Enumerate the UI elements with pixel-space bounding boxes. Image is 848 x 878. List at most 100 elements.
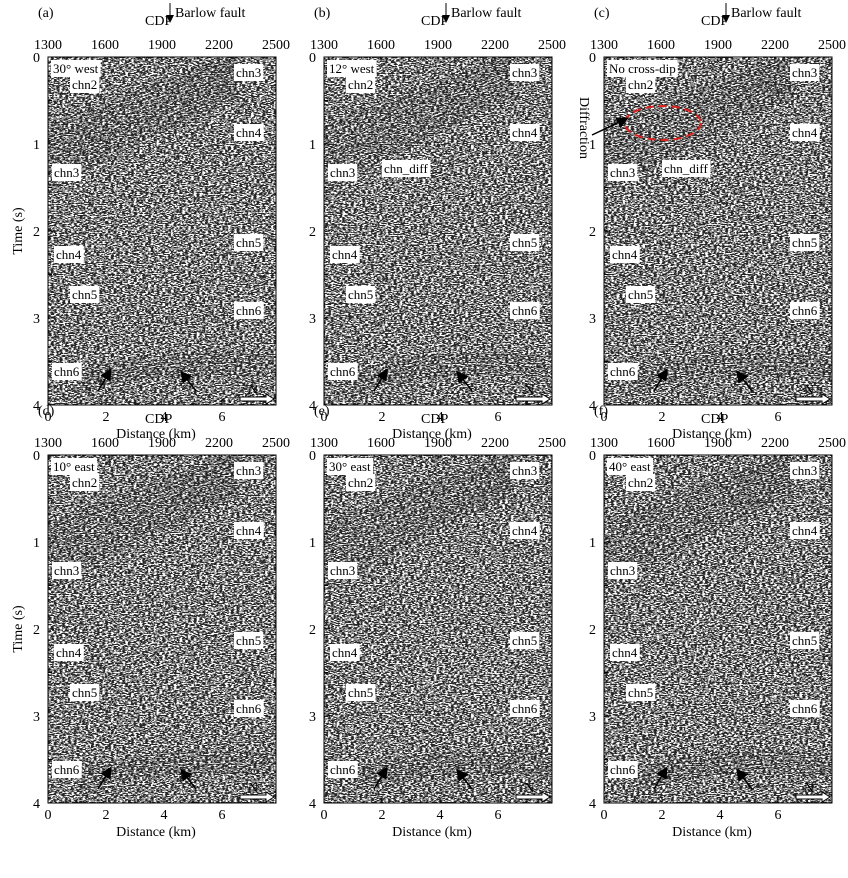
label-box — [52, 164, 82, 181]
horizon-label: chn_diff — [664, 161, 708, 176]
pointer-arrow — [97, 368, 112, 392]
label-box — [662, 160, 711, 177]
pointer-arrow — [180, 768, 197, 790]
time-tick-label: 4 — [589, 797, 596, 812]
time-tick-label: 3 — [33, 710, 40, 725]
reflector — [323, 469, 515, 551]
reflector — [603, 472, 795, 556]
time-tick-label: 0 — [33, 51, 40, 66]
diffraction-arrow — [591, 117, 629, 136]
horizon-label: chn6 — [236, 303, 262, 318]
reflector — [353, 353, 553, 373]
label-box — [54, 246, 84, 263]
panel-letter: (b) — [314, 6, 331, 21]
horizon-label: chn6 — [610, 762, 636, 777]
label-box — [608, 562, 638, 579]
cdp-tick-label: 2200 — [205, 436, 233, 451]
horizon-label: chn5 — [72, 287, 97, 302]
horizon-label: chn3 — [610, 165, 635, 180]
north-arrow — [239, 791, 275, 803]
reflector — [323, 466, 515, 546]
cdp-tick-label: 2200 — [761, 38, 789, 53]
cdp-tick-label: 2200 — [481, 38, 509, 53]
distance-tick-label: 2 — [103, 410, 110, 425]
cdp-tick-label: 2200 — [205, 38, 233, 53]
reflector — [603, 68, 795, 148]
horizon-label: chn6 — [54, 762, 80, 777]
horizon-label: chn3 — [610, 563, 635, 578]
label-box — [510, 632, 540, 649]
north-arrow — [795, 791, 831, 803]
horizon-label: chn6 — [330, 364, 356, 379]
cdp-tick-label: 1300 — [310, 38, 338, 53]
horizon-label: chn2 — [72, 475, 97, 490]
north-label: N — [524, 383, 534, 398]
horizon-label: chn5 — [628, 685, 653, 700]
reflector — [323, 454, 515, 526]
cdp-tick-label: 1600 — [91, 38, 119, 53]
time-tick-label: 2 — [309, 623, 316, 638]
horizon-label: chn3 — [54, 563, 79, 578]
time-tick-label: 2 — [309, 225, 316, 240]
distance-tick-label: 6 — [219, 808, 226, 823]
distance-label: Distance (km) — [672, 427, 752, 442]
dip-label: 40° east — [609, 459, 651, 474]
reflector — [603, 469, 795, 551]
time-tick-label: 2 — [589, 225, 596, 240]
pointer-arrow — [456, 768, 473, 790]
horizon-label: chn2 — [348, 77, 373, 92]
reflector — [47, 472, 239, 556]
reflector — [47, 83, 239, 173]
distance-tick-label: 0 — [601, 808, 608, 823]
label-box — [234, 522, 264, 539]
horizon-label: chn4 — [512, 523, 538, 538]
horizon-label: chn4 — [236, 523, 262, 538]
distance-tick-label: 4 — [717, 410, 724, 425]
horizon-label: chn5 — [512, 633, 537, 648]
horizon-label: chn3 — [236, 463, 261, 478]
distance-tick-label: 0 — [45, 808, 52, 823]
label-box — [510, 462, 540, 479]
horizon-label: chn5 — [348, 685, 373, 700]
label-box — [346, 286, 376, 303]
label-box — [608, 761, 638, 778]
label-box — [346, 76, 376, 93]
horizon-label: chn5 — [792, 235, 817, 250]
reflector — [353, 755, 553, 775]
distance-tick-label: 2 — [379, 808, 386, 823]
reflector — [633, 373, 833, 393]
reflector — [353, 357, 553, 377]
reflector — [47, 454, 239, 526]
horizon-label: chn4 — [792, 523, 818, 538]
reflector — [77, 369, 277, 389]
horizon-label: chn4 — [332, 247, 358, 262]
reflector — [353, 767, 553, 787]
reflector — [353, 365, 553, 385]
reflector — [353, 373, 553, 393]
label-box — [234, 234, 264, 251]
pointer-arrow — [97, 766, 112, 790]
reflector — [603, 65, 795, 143]
cdp-tick-label: 1900 — [424, 38, 452, 53]
horizon-label: chn4 — [792, 125, 818, 140]
time-tick-label: 0 — [589, 51, 596, 66]
dip-label: 30° east — [329, 459, 371, 474]
reflector — [633, 353, 833, 373]
reflector — [353, 369, 553, 389]
cdp-tick-label: 1600 — [647, 436, 675, 451]
label-box — [70, 684, 100, 701]
horizon-label: chn4 — [612, 645, 638, 660]
label-box — [328, 761, 358, 778]
time-tick-label: 4 — [589, 399, 596, 414]
cdp-tick-label: 2200 — [761, 436, 789, 451]
panel-letter: (d) — [38, 404, 55, 419]
label-box — [790, 64, 820, 81]
label-box — [790, 522, 820, 539]
north-label: N — [524, 781, 534, 796]
reflector — [47, 71, 239, 153]
reflector — [77, 373, 277, 393]
reflector — [603, 80, 795, 168]
reflector — [323, 59, 515, 133]
time-tick-label: 2 — [33, 623, 40, 638]
